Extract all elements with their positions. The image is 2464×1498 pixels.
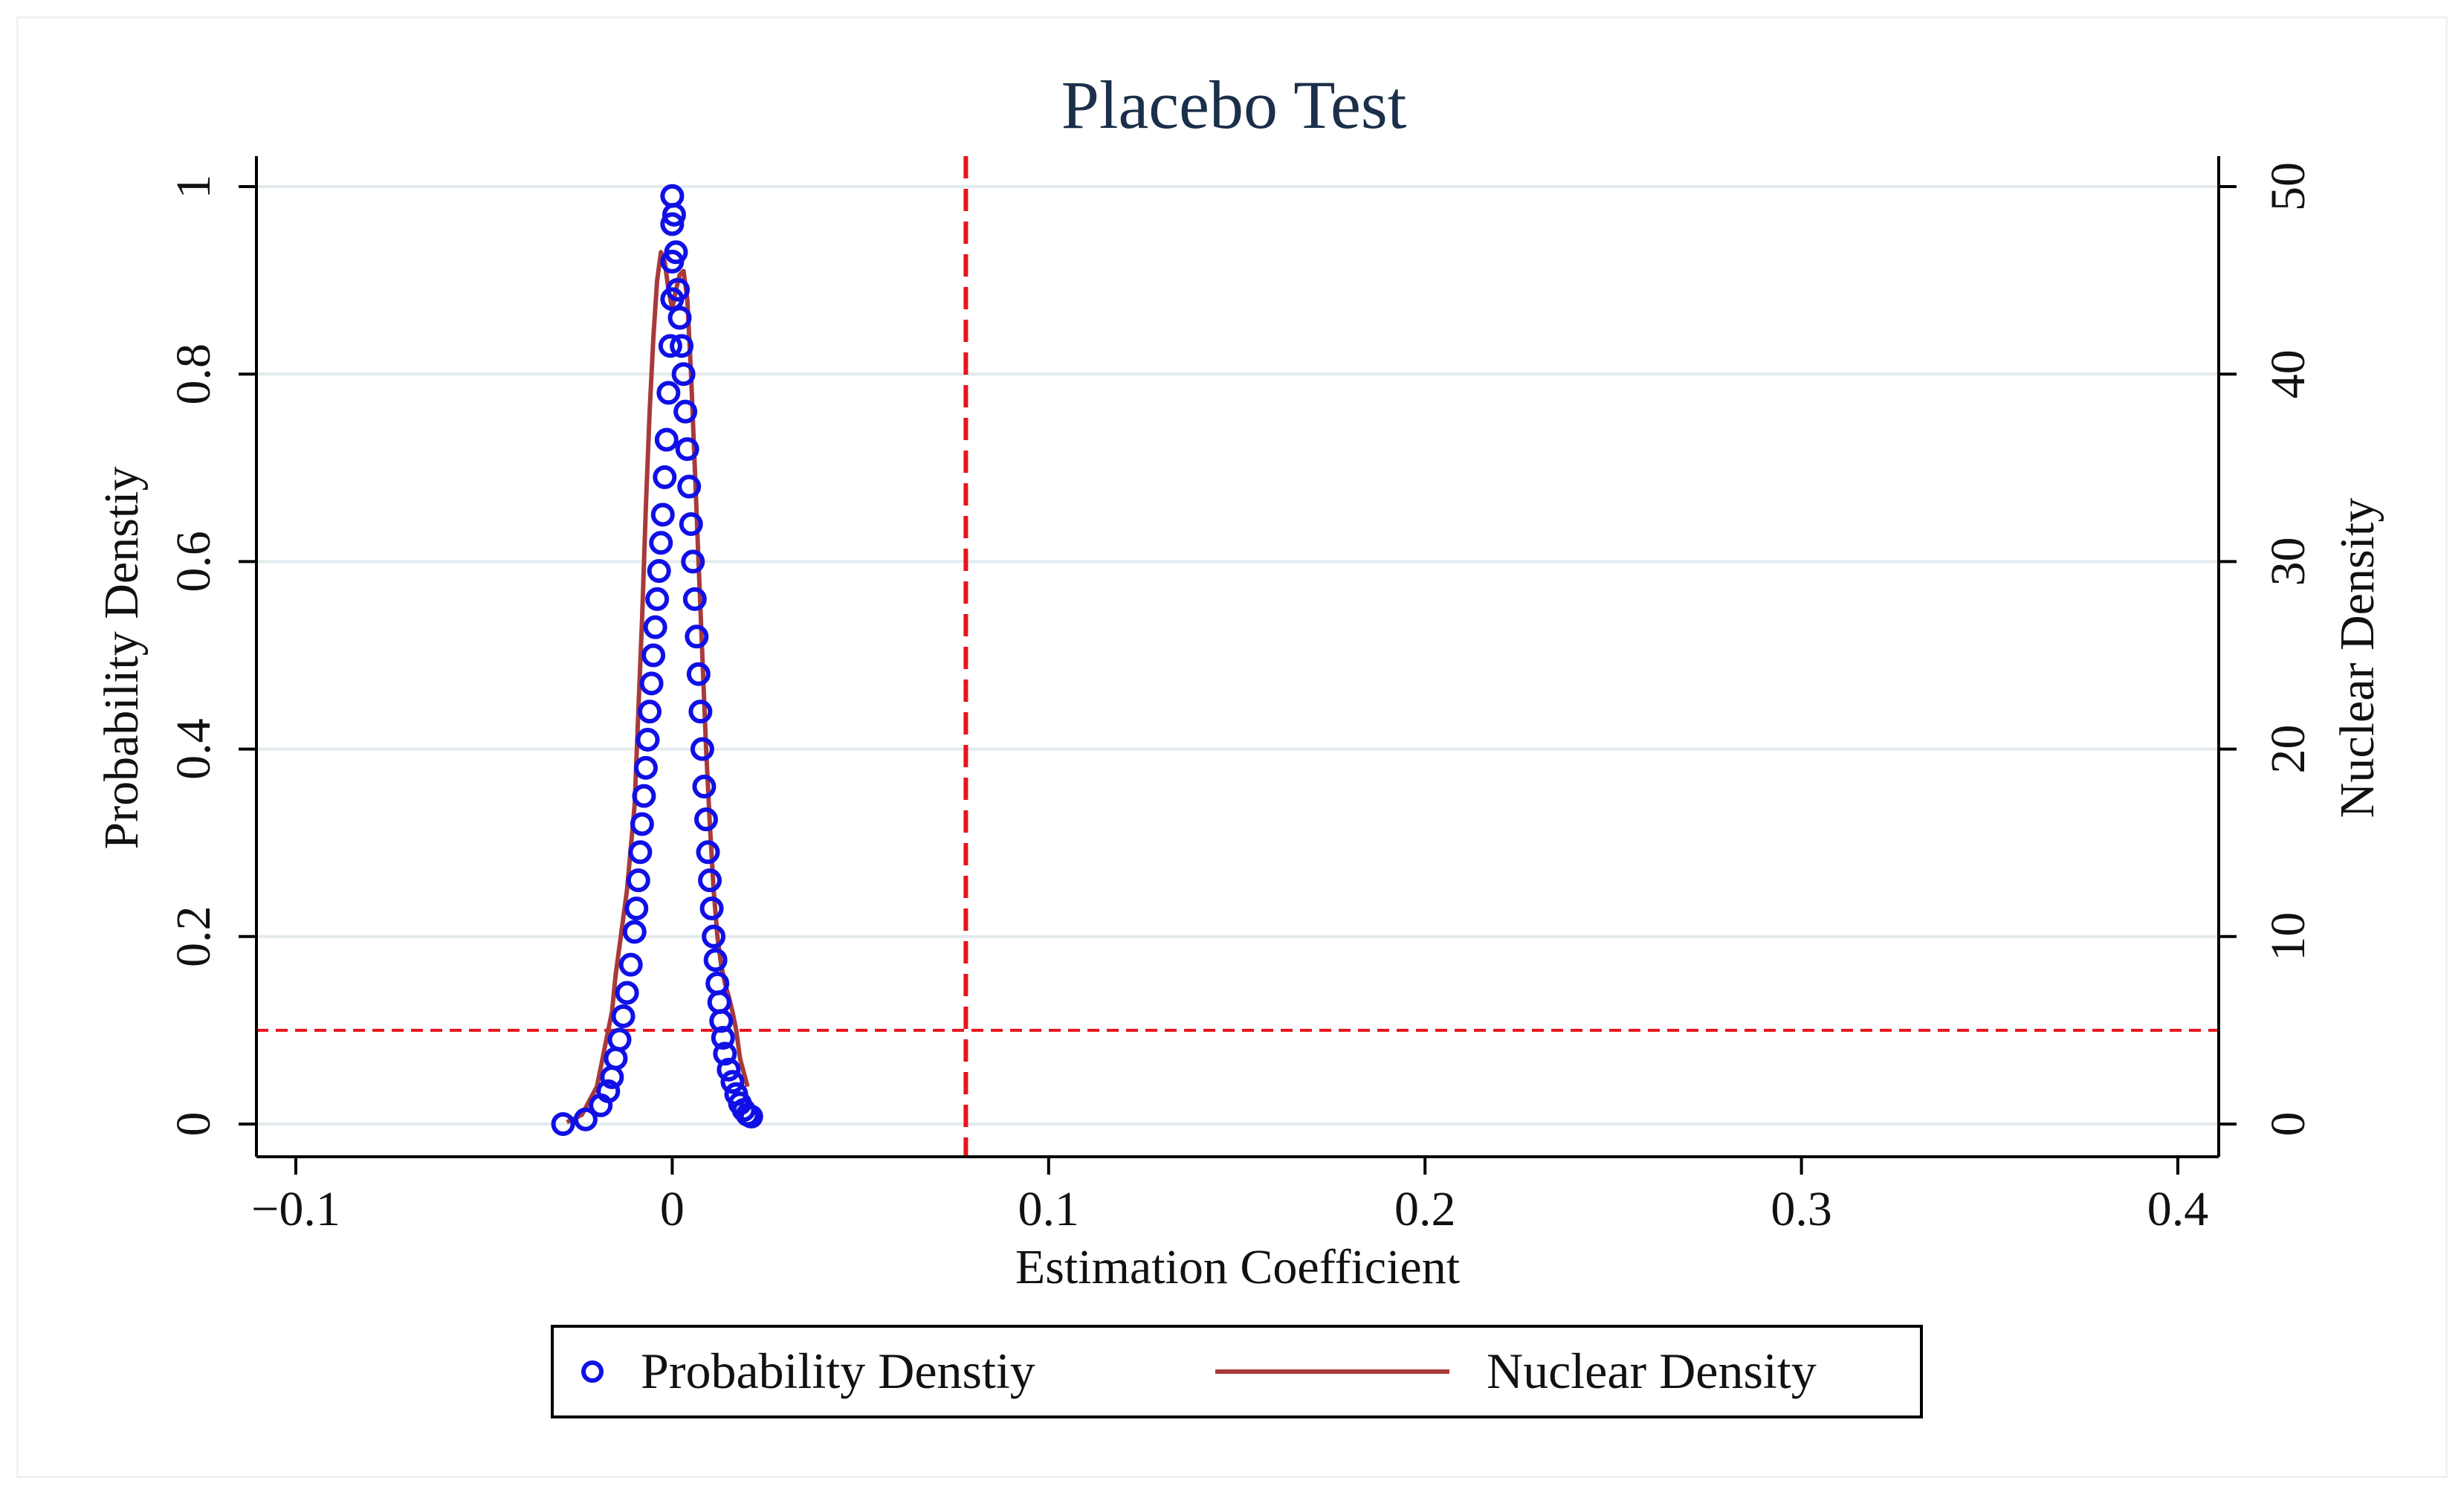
y-tick-label-left: 0 bbox=[166, 1112, 221, 1137]
y-tick-label-right: 10 bbox=[2261, 912, 2315, 961]
data-point bbox=[720, 1070, 745, 1094]
legend-label-nuclear-density: Nuclear Density bbox=[1487, 1343, 1817, 1399]
data-point bbox=[636, 727, 660, 752]
data-point bbox=[622, 920, 647, 944]
data-point bbox=[702, 924, 726, 949]
y-tick-label-left: 0.8 bbox=[166, 343, 221, 405]
y-tick-label-right: 50 bbox=[2261, 162, 2315, 211]
y-tick-label-right: 0 bbox=[2261, 1112, 2315, 1137]
data-point bbox=[688, 700, 713, 724]
data-point bbox=[630, 812, 654, 836]
data-point bbox=[682, 587, 707, 611]
data-point bbox=[645, 587, 670, 611]
data-point bbox=[673, 399, 698, 424]
data-point bbox=[667, 306, 692, 330]
data-point bbox=[647, 559, 671, 584]
data-point bbox=[677, 474, 702, 499]
data-point bbox=[660, 212, 685, 236]
axes: −0.1 0 0.1 0.2 0.3 0.400.20.40.60.81010203040… bbox=[166, 156, 2315, 1236]
data-point bbox=[713, 1042, 737, 1066]
legend-label-probability-density: Probability Denstiy bbox=[641, 1343, 1035, 1399]
x-tick-label: 0.2 bbox=[1394, 1182, 1456, 1236]
data-point bbox=[709, 1009, 734, 1033]
data-point bbox=[681, 549, 705, 574]
data-point bbox=[690, 737, 714, 761]
data-point bbox=[707, 990, 731, 1015]
x-tick-label: −0.1 bbox=[251, 1182, 340, 1236]
x-tick-label: 0 bbox=[660, 1182, 685, 1236]
data-point bbox=[703, 948, 728, 972]
data-point bbox=[658, 334, 682, 358]
data-point bbox=[664, 240, 688, 265]
data-point bbox=[739, 1104, 763, 1129]
y-axis-label-right: Nuclear Density bbox=[2330, 498, 2384, 819]
data-point bbox=[686, 662, 711, 686]
data-point bbox=[693, 807, 718, 832]
data-point bbox=[653, 465, 677, 489]
data-point bbox=[643, 615, 667, 639]
data-point bbox=[604, 1046, 628, 1071]
data-point bbox=[639, 671, 664, 696]
data-point bbox=[717, 1057, 741, 1082]
x-tick-label: 0.3 bbox=[1771, 1182, 1832, 1236]
data-point bbox=[607, 1027, 632, 1052]
data-point bbox=[711, 1025, 735, 1050]
data-point bbox=[641, 643, 666, 668]
data-point bbox=[656, 381, 681, 405]
data-point bbox=[699, 896, 724, 920]
chart-title: Placebo Test bbox=[1061, 67, 1407, 143]
data-point bbox=[692, 775, 717, 799]
data-point bbox=[665, 277, 690, 302]
data-point bbox=[615, 981, 639, 1005]
data-point bbox=[573, 1107, 598, 1131]
data-point bbox=[654, 427, 679, 452]
probability-density-series bbox=[551, 184, 763, 1136]
data-point bbox=[551, 1112, 575, 1136]
reference-lines bbox=[256, 156, 2219, 1157]
y-tick-label-left: 0.2 bbox=[166, 906, 221, 968]
data-point bbox=[624, 896, 649, 920]
legend-symbol-probability-density bbox=[581, 1360, 604, 1383]
data-point bbox=[662, 202, 686, 227]
y-tick-label-right: 40 bbox=[2261, 349, 2315, 398]
data-point bbox=[618, 952, 643, 977]
data-point bbox=[696, 840, 720, 865]
data-point bbox=[626, 868, 650, 893]
legend: Probability Denstiy Nuclear Density bbox=[551, 1325, 1923, 1418]
data-point bbox=[685, 624, 709, 649]
data-point bbox=[698, 868, 722, 893]
data-point bbox=[650, 503, 675, 527]
x-axis-label: Estimation Coefficient bbox=[1015, 1240, 1460, 1294]
data-point bbox=[633, 755, 658, 780]
data-point bbox=[632, 784, 656, 808]
data-point bbox=[611, 1004, 636, 1028]
y-tick-label-left: 1 bbox=[166, 175, 221, 199]
y-tick-label-right: 30 bbox=[2261, 537, 2315, 586]
x-tick-label: 0.4 bbox=[2147, 1182, 2209, 1236]
data-point bbox=[670, 334, 694, 358]
gridlines bbox=[256, 185, 2219, 1126]
data-point bbox=[596, 1079, 621, 1103]
data-point bbox=[660, 184, 685, 208]
data-point bbox=[628, 840, 653, 865]
x-tick-label: 0.1 bbox=[1018, 1182, 1080, 1236]
y-axis-label-left: Probability Denstiy bbox=[94, 466, 149, 849]
data-point bbox=[675, 437, 699, 462]
data-point bbox=[638, 700, 662, 724]
y-tick-label-left: 0.4 bbox=[166, 718, 221, 780]
y-tick-label-left: 0.6 bbox=[166, 531, 221, 593]
data-point bbox=[649, 531, 673, 555]
y-tick-label-right: 20 bbox=[2261, 725, 2315, 774]
data-point bbox=[679, 511, 703, 536]
data-point bbox=[671, 362, 696, 387]
